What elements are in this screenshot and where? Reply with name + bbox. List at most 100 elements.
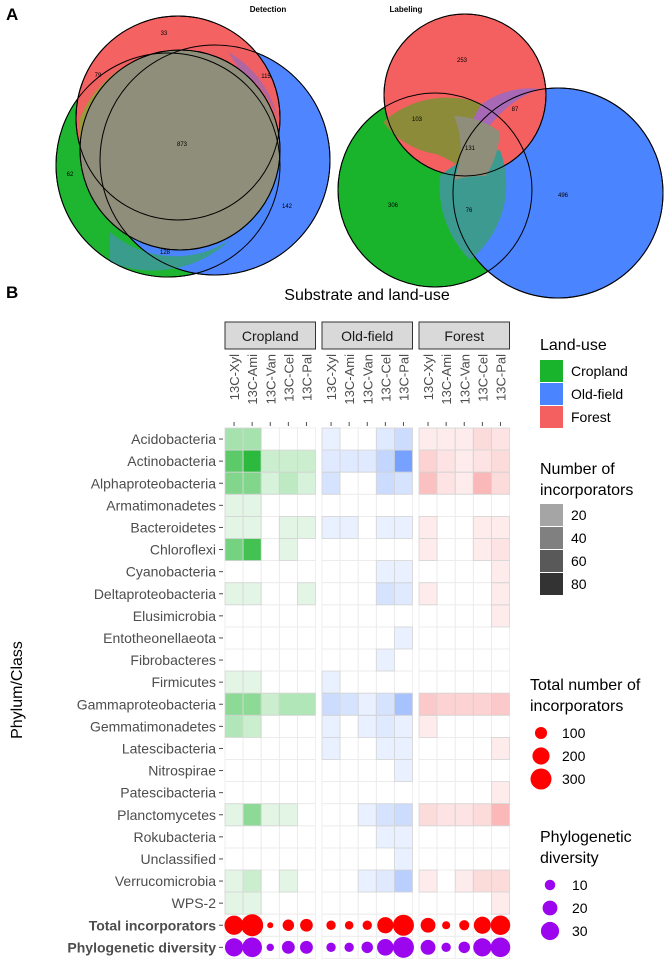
grid-cell	[242, 626, 262, 650]
heat-cell-cropland-actinobacteria-13c-ami	[242, 449, 262, 473]
grid-cell	[490, 759, 510, 783]
grid-cell	[357, 670, 377, 694]
grid-cell	[375, 538, 395, 562]
grid-cell	[339, 493, 359, 517]
grid-cell	[242, 781, 262, 805]
heat-cell-cropland-gammaproteobacteria-13c-ami	[242, 692, 262, 716]
grid-cell	[224, 648, 244, 672]
heat-cell-old-field-gammaproteobacteria-13c-van	[357, 692, 377, 716]
venn-labeling-forest-outline	[383, 13, 547, 177]
column-label-old-field-13c-pal: 13C-Pal	[396, 354, 411, 401]
grid-cell	[260, 582, 280, 606]
heat-cell-forest-gammaproteobacteria-13c-van	[454, 692, 474, 716]
grid-cell	[472, 493, 492, 517]
grid-cell	[472, 714, 492, 738]
summary-dot-total-incorporators-cropland-13c-pal	[300, 918, 313, 932]
grid-cell	[224, 737, 244, 760]
grid-cell	[472, 670, 492, 694]
heat-cell-old-field-actinobacteria-13c-van	[357, 449, 377, 473]
legend-incorporators-label-40: 40	[571, 530, 587, 546]
grid-cell	[454, 582, 474, 606]
row-label-wps-2: WPS-2	[172, 895, 217, 911]
heat-cell-cropland-alphaproteobacteria-13c-xyl	[224, 471, 244, 495]
grid-cell	[490, 825, 510, 849]
legend-incorporators-label-20: 20	[571, 507, 587, 523]
heat-cell-cropland-bacteroidetes-13c-ami	[242, 516, 262, 539]
grid-cell	[472, 582, 492, 606]
heat-cell-old-field-rokubacteria-13c-cel	[375, 825, 395, 849]
heat-cell-cropland-chloroflexi-13c-cel	[278, 538, 298, 562]
grid-cell	[260, 737, 280, 760]
grid-cell	[278, 427, 298, 451]
grid-cell	[321, 604, 341, 628]
grid-cell	[418, 737, 438, 760]
grid-cell	[278, 582, 298, 606]
heat-cell-old-field-actinobacteria-13c-xyl	[321, 449, 341, 473]
heat-cell-forest-gemmatimonadetes-13c-xyl	[418, 714, 438, 738]
row-label-chloroflexi: Chloroflexi	[150, 542, 216, 558]
heat-cell-cropland-wps-2-13c-xyl	[224, 891, 244, 915]
heat-cell-forest-cyanobacteria-13c-pal	[490, 560, 510, 584]
venn-labeling-label-cropland-forest: 103	[412, 117, 423, 123]
legends: Land-use Cropland Old-field Forest Number of…	[530, 337, 641, 941]
venn-labeling-label-oldfield-forest: 87	[512, 107, 519, 113]
grid-cell	[357, 516, 377, 539]
grid-cell	[296, 803, 316, 827]
heat-cell-old-field-alphaproteobacteria-13c-pal	[393, 471, 413, 495]
heat-cell-cropland-alphaproteobacteria-13c-pal	[296, 471, 316, 495]
grid-cell	[375, 604, 395, 628]
grid-cell	[260, 714, 280, 738]
grid-cell	[436, 781, 456, 805]
heat-cell-cropland-armatimonadetes-13c-ami	[242, 493, 262, 517]
heat-cell-forest-planctomycetes-13c-pal	[490, 803, 510, 827]
legend-total-label-100: 100	[562, 725, 586, 741]
grid-cell	[472, 759, 492, 783]
grid-cell	[454, 626, 474, 650]
grid-cell	[454, 781, 474, 805]
heat-cell-forest-actinobacteria-13c-van	[454, 449, 474, 473]
grid-cell	[242, 604, 262, 628]
grid-cell	[418, 626, 438, 650]
grid-cell	[490, 626, 510, 650]
grid-cell	[375, 493, 395, 517]
heat-cell-forest-actinobacteria-13c-pal	[490, 449, 510, 473]
grid-cell	[242, 825, 262, 849]
grid-cell	[357, 582, 377, 606]
grid-cell	[224, 825, 244, 849]
heatmap-cells	[224, 427, 510, 959]
heat-cell-cropland-firmicutes-13c-xyl	[224, 670, 244, 694]
grid-cell	[418, 759, 438, 783]
heat-cell-cropland-actinobacteria-13c-cel	[278, 449, 298, 473]
grid-cell	[278, 626, 298, 650]
column-label-forest-13c-van: 13C-Van	[457, 354, 472, 404]
grid-cell	[436, 538, 456, 562]
grid-cell	[296, 493, 316, 517]
grid-cell	[260, 560, 280, 584]
grid-cell	[436, 759, 456, 783]
legend-incorporators-swatch-60	[540, 550, 563, 572]
facet-strip-cropland	[224, 321, 316, 350]
grid-cell	[375, 670, 395, 694]
grid-cell	[393, 891, 413, 915]
heat-cell-forest-alphaproteobacteria-13c-van	[454, 471, 474, 495]
heat-cell-old-field-gammaproteobacteria-13c-cel	[375, 692, 395, 716]
summary-rows	[224, 914, 511, 958]
row-labels: Acidobacteria Actinobacteria Alphaproteoba…	[67, 431, 223, 955]
grid-cell	[454, 847, 474, 871]
grid-cell	[418, 560, 438, 584]
grid-cell	[436, 847, 456, 871]
grid-cell	[224, 759, 244, 783]
legend-incorporators-title-line2: incorporators	[540, 482, 633, 499]
grid-cell	[278, 670, 298, 694]
summary-dot-total-incorporators-forest-13c-van	[459, 920, 470, 931]
grid-cell	[436, 714, 456, 738]
heat-cell-forest-acidobacteria-13c-cel	[472, 427, 492, 451]
grid-cell	[357, 847, 377, 871]
row-label-unclassified: Unclassified	[141, 851, 216, 867]
column-label-old-field-13c-ami: 13C-Ami	[342, 354, 357, 405]
venn-labeling-of-region	[466, 88, 540, 176]
heat-cell-old-field-bacteroidetes-13c-xyl	[321, 516, 341, 539]
heat-cell-old-field-nitrospirae-13c-pal	[393, 759, 413, 783]
row-label-planctomycetes: Planctomycetes	[117, 807, 216, 823]
legend-pd-label-30: 30	[572, 923, 588, 939]
